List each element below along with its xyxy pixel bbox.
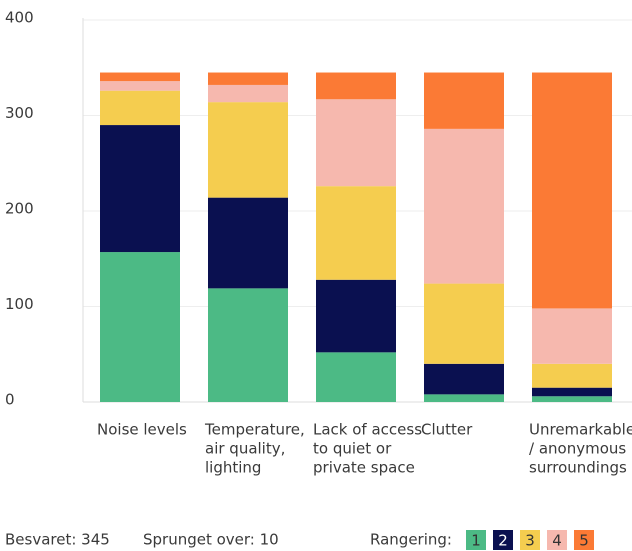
legend-swatch — [574, 530, 594, 550]
answered: Besvaret: 345 — [5, 531, 110, 549]
bar-segment — [424, 363, 504, 395]
bar-segment — [208, 288, 288, 402]
x-tick-label: to quiet or — [313, 440, 392, 458]
x-tick-label: lighting — [205, 459, 261, 477]
bar-segment — [208, 102, 288, 198]
bar-segment — [208, 84, 288, 103]
bar-segment — [208, 72, 288, 85]
y-tick-label: 400 — [5, 9, 34, 27]
bar-segment — [532, 308, 612, 364]
x-tick-label: Temperature, — [204, 421, 305, 439]
bar-segment — [532, 396, 612, 402]
bar-segment — [100, 90, 180, 126]
bar-segment — [532, 363, 612, 388]
bar-segment — [316, 352, 396, 402]
legend-swatch — [520, 530, 540, 550]
bar-segment — [100, 81, 180, 91]
x-tick-label: Unremarkable — [529, 421, 632, 439]
bar-segment — [532, 72, 612, 309]
bar-segment — [100, 72, 180, 82]
x-tick-label: surroundings — [529, 459, 627, 477]
bar-segment — [208, 197, 288, 289]
x-tick-label: / anonymous — [529, 440, 626, 458]
legend-title: Rangering: — [370, 531, 452, 549]
legend-label: 3 — [525, 532, 535, 550]
y-tick-label: 0 — [5, 391, 15, 409]
bar-segment — [424, 72, 504, 129]
bar-segment — [424, 283, 504, 364]
legend-swatch — [547, 530, 567, 550]
x-tick-label: private space — [313, 459, 415, 477]
legend-swatch — [466, 530, 486, 550]
y-tick-label: 300 — [5, 104, 34, 122]
legend-label: 5 — [579, 532, 589, 550]
bar-segment — [532, 387, 612, 397]
x-tick-label: air quality, — [205, 440, 285, 458]
x-tick-label: Lack of access — [313, 421, 422, 439]
skipped: Sprunget over: 10 — [143, 531, 279, 549]
legend-label: 4 — [552, 532, 562, 550]
bar-segment — [316, 72, 396, 100]
y-tick-label: 100 — [5, 295, 34, 313]
legend-swatch — [493, 530, 513, 550]
y-tick-label: 200 — [5, 200, 34, 218]
x-tick-label: Noise levels — [97, 421, 187, 439]
bar-segment — [424, 128, 504, 284]
x-tick-label: Clutter — [421, 421, 473, 439]
bar-segment — [424, 394, 504, 402]
bar-segment — [100, 125, 180, 253]
bar-segment — [100, 252, 180, 402]
legend-label: 2 — [498, 532, 508, 550]
bar-segment — [316, 99, 396, 187]
bar-segment — [316, 279, 396, 353]
legend-label: 1 — [471, 532, 481, 550]
bar-segment — [316, 186, 396, 280]
